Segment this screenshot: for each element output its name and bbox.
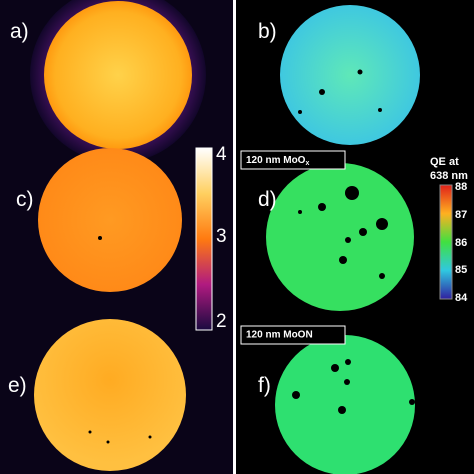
colorbar-tick: 87 (455, 209, 467, 221)
panel-label: a) (10, 20, 29, 43)
el-colorbar (195, 147, 213, 331)
disc-b (280, 5, 420, 145)
defects (88, 69, 415, 444)
sample-label: 120 nm MoOx (246, 155, 309, 167)
colorbar-tick: 85 (455, 264, 467, 276)
disc-d (266, 163, 414, 311)
colorbar-tick: 3 (216, 226, 227, 247)
panel-label: b) (258, 20, 277, 43)
colorbar-title: QE at (430, 156, 459, 168)
disc-e (34, 319, 186, 471)
colorbar-tick: 84 (455, 292, 468, 304)
colorbar-tick: 86 (455, 237, 467, 249)
disc-a (44, 1, 192, 149)
sample-label: 120 nm MoON (246, 330, 313, 341)
sample-label-box (240, 150, 346, 170)
disc-c (38, 148, 182, 292)
panel-label: e) (8, 374, 27, 397)
sample-label-text: 120 nm MoO (246, 155, 306, 166)
panel-label: f) (258, 374, 271, 397)
disc-f (275, 335, 415, 474)
colorbar-title: 638 nm (430, 170, 468, 182)
colorbar-tick: 88 (455, 181, 467, 193)
panel-label: c) (16, 188, 34, 211)
sample-label-subscript: x (305, 160, 309, 167)
qe-colorbar (439, 184, 453, 300)
divider (233, 0, 236, 474)
colorbar-tick: 2 (216, 311, 227, 332)
panel-label: d) (258, 188, 277, 211)
sample-label-box (240, 325, 346, 345)
colorbar-tick: 4 (216, 144, 227, 165)
